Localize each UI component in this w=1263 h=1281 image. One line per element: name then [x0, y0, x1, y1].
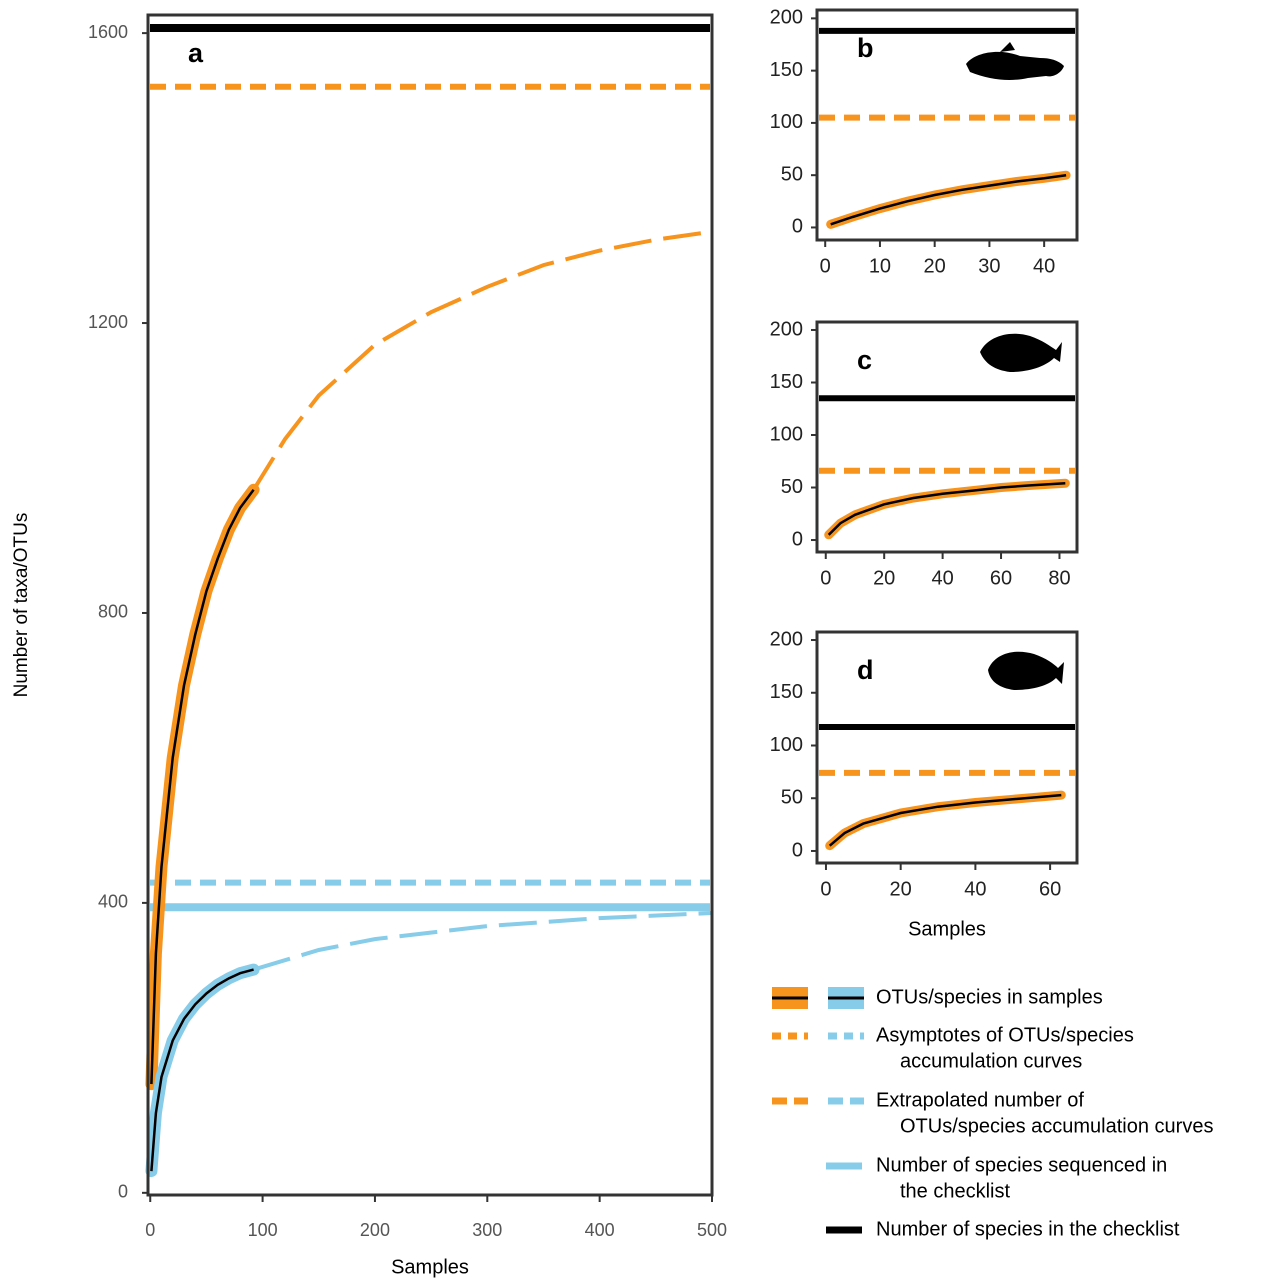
curve-band [151, 970, 253, 1172]
curve-band [830, 795, 1062, 846]
y-tick-label: 50 [781, 163, 803, 185]
fish-icon [980, 334, 1062, 372]
panel-label: b [857, 33, 874, 63]
legend-label: Number of species in the checklist [876, 1218, 1180, 1240]
x-tick-label: 60 [1039, 878, 1061, 900]
panel-label: a [188, 38, 204, 68]
x-tick-label: 30 [978, 255, 1000, 277]
y-tick-label: 800 [98, 602, 128, 622]
y-tick-label: 0 [792, 216, 803, 238]
x-tick-label: 100 [248, 1220, 278, 1240]
legend-label: accumulation curves [900, 1050, 1082, 1072]
x-tick-label: 60 [990, 567, 1012, 589]
y-tick-label: 0 [792, 528, 803, 550]
y-tick-label: 200 [770, 318, 803, 340]
y-tick-label: 0 [118, 1182, 128, 1202]
x-tick-label: 200 [360, 1220, 390, 1240]
y-tick-label: 400 [98, 892, 128, 912]
y-tick-label: 200 [770, 7, 803, 29]
curve-extrapolated [254, 913, 712, 970]
x-tick-label: 0 [145, 1220, 155, 1240]
fish-icon [988, 652, 1064, 690]
fish-icon [966, 42, 1064, 80]
y-tick-label: 150 [770, 371, 803, 393]
x-tick-label: 40 [931, 567, 953, 589]
y-tick-label: 50 [781, 787, 803, 809]
fish-icons [966, 42, 1064, 690]
y-tick-label: 100 [770, 734, 803, 756]
y-tick-label: 150 [770, 59, 803, 81]
x-tick-label: 20 [873, 567, 895, 589]
y-tick-label: 50 [781, 476, 803, 498]
legend-label: Number of species sequenced in [876, 1154, 1167, 1176]
panel-label: c [857, 345, 872, 375]
y-axis-label: Number of taxa/OTUs [11, 513, 32, 698]
x-axis-label: Samples [908, 918, 986, 940]
panel-label: d [857, 655, 874, 685]
x-tick-label: 20 [890, 878, 912, 900]
x-tick-label: 0 [820, 255, 831, 277]
legend-label: Extrapolated number of [876, 1089, 1084, 1111]
y-tick-label: 1200 [88, 312, 128, 332]
x-tick-label: 400 [585, 1220, 615, 1240]
x-tick-label: 0 [820, 567, 831, 589]
curve-band [829, 483, 1066, 535]
y-tick-label: 0 [792, 839, 803, 861]
legend-label: Asymptotes of OTUs/species [876, 1024, 1134, 1046]
x-tick-label: 0 [820, 878, 831, 900]
y-tick-label: 100 [770, 423, 803, 445]
y-tick-label: 200 [770, 628, 803, 650]
legend-label: OTUs/species accumulation curves [900, 1115, 1213, 1137]
x-tick-label: 40 [964, 878, 986, 900]
y-tick-label: 100 [770, 111, 803, 133]
plot-frame [817, 10, 1077, 240]
legend-label: the checklist [900, 1180, 1010, 1202]
legend-label: OTUs/species in samples [876, 986, 1103, 1008]
curve-extrapolated [254, 232, 712, 490]
curve-band [831, 175, 1066, 224]
x-tick-label: 80 [1048, 567, 1070, 589]
figure: 0400800120016000100200300400500aSamplesN… [0, 0, 1263, 1281]
x-tick-label: 300 [472, 1220, 502, 1240]
x-tick-label: 40 [1033, 255, 1055, 277]
y-tick-label: 150 [770, 681, 803, 703]
x-axis-label: Samples [391, 1256, 469, 1278]
y-tick-label: 1600 [88, 22, 128, 42]
x-tick-label: 500 [697, 1220, 727, 1240]
x-tick-label: 10 [869, 255, 891, 277]
x-tick-label: 20 [924, 255, 946, 277]
plot-frame [148, 15, 712, 1195]
